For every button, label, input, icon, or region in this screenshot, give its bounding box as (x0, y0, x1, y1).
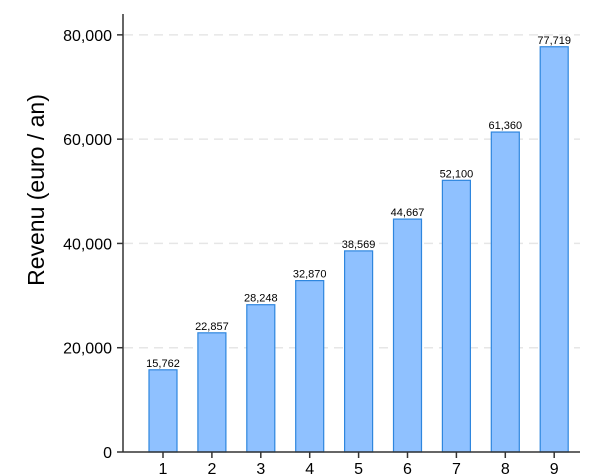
bar-2 (197, 332, 227, 453)
bar-3 (246, 304, 276, 453)
y-axis-title: Revenu (euro / an) (23, 94, 49, 286)
data-label-7: 52,100 (440, 168, 474, 180)
data-label-9: 77,719 (537, 35, 571, 47)
bar-7 (441, 179, 471, 453)
y-tick-label: 60,000 (63, 132, 112, 149)
data-label-3: 28,248 (244, 293, 278, 305)
data-label-8: 61,360 (488, 120, 522, 132)
x-tick-label: 5 (354, 461, 363, 476)
bar-8 (490, 131, 520, 453)
y-tick-label: 40,000 (63, 236, 112, 253)
data-labels: 15,762 22,857 28,248 32,870 38,569 44,667 52,1… (146, 35, 571, 370)
y-tick-label: 80,000 (63, 28, 112, 45)
data-label-1: 15,762 (146, 358, 180, 370)
bar-5 (344, 250, 374, 453)
x-tick-label: 6 (403, 461, 412, 476)
bar-6 (392, 218, 423, 453)
x-tick-label: 3 (256, 461, 265, 476)
bar-9 (539, 46, 569, 453)
x-tick-label: 7 (452, 461, 461, 476)
y-tick-label: 0 (103, 445, 112, 462)
axes: 0 20,000 40,000 60,000 80,000 1 2 3 4 5 6 7 8 9 (63, 14, 580, 476)
x-tick-label: 1 (159, 461, 168, 476)
x-tick-label: 9 (550, 461, 559, 476)
bar-4 (295, 280, 325, 453)
data-label-2: 22,857 (195, 321, 229, 333)
data-label-5: 38,569 (342, 239, 376, 251)
bars (148, 46, 569, 453)
x-tick-label: 8 (501, 461, 510, 476)
x-tick-label: 2 (207, 461, 216, 476)
bar-1 (148, 369, 178, 453)
y-tick-label: 20,000 (63, 341, 112, 358)
data-label-4: 32,870 (293, 269, 327, 281)
x-tick-label: 4 (305, 461, 314, 476)
data-label-6: 44,667 (391, 207, 425, 219)
